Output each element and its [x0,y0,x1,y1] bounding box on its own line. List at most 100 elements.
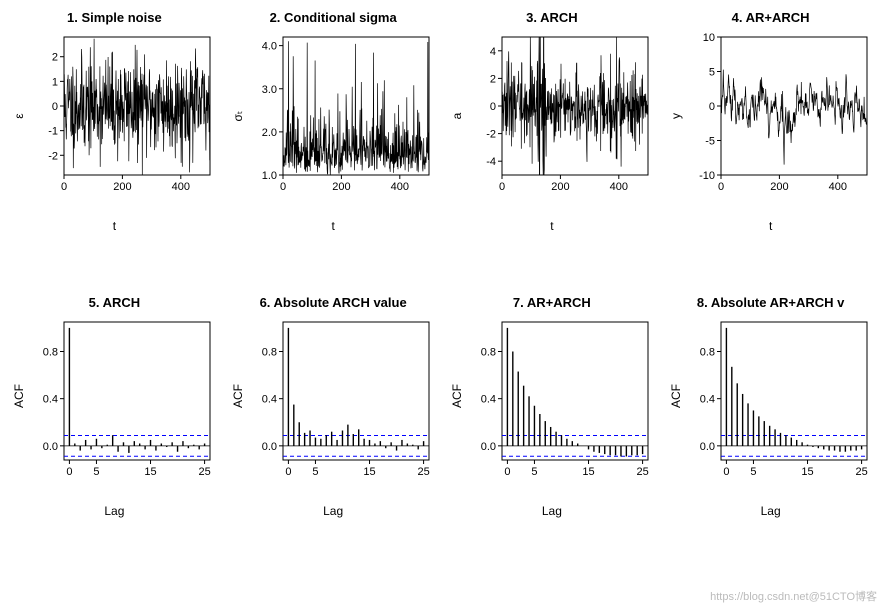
plot-svg: 0.0 0.4 0.8 0 5 15 25 [683,316,873,486]
svg-text:5: 5 [313,466,319,478]
svg-text:400: 400 [609,181,627,193]
svg-text:5: 5 [709,67,715,79]
y-axis-label: ACF [12,394,26,408]
svg-text:0: 0 [52,101,58,113]
svg-text:15: 15 [145,466,157,478]
svg-text:25: 25 [199,466,211,478]
y-axis-label: a [450,109,464,123]
y-axis-label: ACF [669,394,683,408]
chart-title: 6. Absolute ARCH value [260,295,407,310]
svg-text:0.0: 0.0 [262,441,277,453]
x-axis-label: t [331,219,334,233]
svg-text:0.8: 0.8 [481,346,496,358]
svg-text:400: 400 [172,181,190,193]
chart-panel-p7: 7. AR+ARCH ACF 0.0 0.4 0.8 0 5 15 25 Lag [448,295,657,570]
x-axis-label: Lag [542,504,562,518]
svg-text:2: 2 [490,73,496,85]
x-axis-label: t [769,219,772,233]
plot-svg: 1.0 2.0 3.0 4.0 0 200 400 [245,31,435,201]
x-axis-label: Lag [761,504,781,518]
svg-text:15: 15 [364,466,376,478]
svg-text:0.8: 0.8 [699,346,714,358]
svg-text:0: 0 [67,466,73,478]
svg-text:200: 200 [114,181,132,193]
chart-grid: 1. Simple noiseε-2-10120200400t2. Condit… [10,10,875,570]
svg-text:-1: -1 [49,126,59,138]
svg-text:25: 25 [855,466,867,478]
svg-text:15: 15 [801,466,813,478]
svg-text:0: 0 [499,181,505,193]
chart-panel-p4: 4. AR+ARCH y -10 -5 0 5 10 0 200 400 t [666,10,875,285]
x-axis-label: Lag [104,504,124,518]
chart-panel-p2: 2. Conditional sigma σₜ 1.0 2.0 3.0 4.0 0 200 40… [229,10,438,285]
chart-panel-p6: 6. Absolute ARCH value ACF 0.0 0.4 0.8 0 5 15 25… [229,295,438,570]
svg-text:0.4: 0.4 [262,394,277,406]
chart-title: 3. ARCH [526,10,578,25]
svg-text:0: 0 [490,101,496,113]
svg-text:0.0: 0.0 [699,441,714,453]
chart-panel-p5: 5. ARCH ACF 0.0 0.4 0.8 0 5 15 25 Lag [10,295,219,570]
svg-text:-10: -10 [699,170,715,182]
svg-text:-4: -4 [486,156,496,168]
svg-text:400: 400 [391,181,409,193]
svg-text:0: 0 [285,466,291,478]
y-axis-label: ε [12,109,26,123]
svg-text:-2: -2 [49,150,59,162]
svg-text:200: 200 [770,181,788,193]
x-axis-label: t [550,219,553,233]
svg-text:5: 5 [750,466,756,478]
svg-text:4: 4 [490,46,496,58]
chart-title: 4. AR+ARCH [732,10,810,25]
svg-text:0.4: 0.4 [43,394,58,406]
svg-text:0.4: 0.4 [699,394,714,406]
svg-text:0.0: 0.0 [481,441,496,453]
svg-text:3.0: 3.0 [262,84,277,96]
plot-svg: -2 -1 0 1 2 0 200 400 [26,31,216,201]
svg-text:0: 0 [718,181,724,193]
svg-text:0.0: 0.0 [43,441,58,453]
y-axis-label: y [669,109,683,123]
chart-title: 7. AR+ARCH [513,295,591,310]
x-axis-label: t [113,219,116,233]
svg-text:-5: -5 [705,136,715,148]
chart-title: 1. Simple noise [67,10,162,25]
svg-text:0: 0 [723,466,729,478]
svg-text:10: 10 [702,32,714,44]
y-axis-label: ACF [231,394,245,408]
svg-text:15: 15 [582,466,594,478]
svg-text:0: 0 [280,181,286,193]
y-axis-label: σₜ [231,109,245,123]
plot-svg: 0.0 0.4 0.8 0 5 15 25 [245,316,435,486]
svg-text:0.8: 0.8 [262,346,277,358]
svg-text:0: 0 [709,101,715,113]
plot-svg: -4 -2 0 2 4 0 200 400 [464,31,654,201]
svg-text:200: 200 [332,181,350,193]
svg-text:5: 5 [94,466,100,478]
svg-text:0: 0 [504,466,510,478]
chart-title: 8. Absolute AR+ARCH v [697,295,844,310]
chart-title: 2. Conditional sigma [270,10,397,25]
plot-svg: 0.0 0.4 0.8 0 5 15 25 [26,316,216,486]
svg-text:2.0: 2.0 [262,127,277,139]
chart-panel-p1: 1. Simple noise ε -2 -1 0 1 2 0 200 400 t [10,10,219,285]
svg-text:1.0: 1.0 [262,170,277,182]
svg-text:4.0: 4.0 [262,41,277,53]
y-axis-label: ACF [450,394,464,408]
chart-panel-p8: 8. Absolute AR+ARCH v ACF 0.0 0.4 0.8 0 5 15 25 L… [666,295,875,570]
chart-title: 5. ARCH [89,295,141,310]
svg-text:25: 25 [636,466,648,478]
svg-text:200: 200 [551,181,569,193]
svg-text:25: 25 [418,466,430,478]
svg-text:-2: -2 [486,129,496,141]
svg-text:0.4: 0.4 [481,394,496,406]
svg-text:0: 0 [61,181,67,193]
svg-text:0.8: 0.8 [43,346,58,358]
svg-text:5: 5 [531,466,537,478]
plot-svg: 0.0 0.4 0.8 0 5 15 25 [464,316,654,486]
svg-text:400: 400 [828,181,846,193]
svg-text:2: 2 [52,52,58,64]
chart-panel-p3: 3. ARCH a -4 -2 0 2 4 0 200 400 t [448,10,657,285]
x-axis-label: Lag [323,504,343,518]
plot-svg: -10 -5 0 5 10 0 200 400 [683,31,873,201]
svg-text:1: 1 [52,76,58,88]
